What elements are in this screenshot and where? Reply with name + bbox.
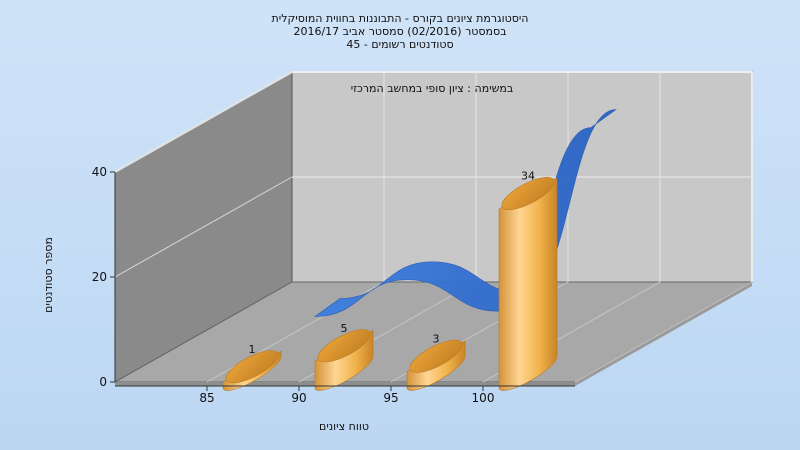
bar-top xyxy=(409,339,463,373)
bar-value-label: 5 xyxy=(341,322,348,335)
x-tick-label: 90 xyxy=(291,391,306,405)
chart-title-line-3: סטודנטים רשומים - 45 xyxy=(346,38,454,51)
x-tick-label: 100 xyxy=(472,391,495,405)
bar-85: 1 xyxy=(222,343,282,391)
x-axis-label: טווח ציונים xyxy=(319,420,369,433)
y-tick-label: 40 xyxy=(92,165,107,179)
bar-value-label: 1 xyxy=(249,343,256,356)
y-axis-label: מספר סטודנטים xyxy=(42,237,55,313)
gridline-floor xyxy=(574,281,753,383)
chart-subtitle: במשימה : ציון סופי במחשב המרכזי xyxy=(351,82,514,95)
bar-95: 3 xyxy=(406,332,466,391)
bar-90: 5 xyxy=(314,322,374,391)
chart-title-line-1: היסטוגרמת ציונים בקורס - התבוננות בחווית… xyxy=(271,12,529,25)
chart-floor-edge-right xyxy=(575,282,752,386)
bar-top xyxy=(317,329,371,363)
x-tick-label: 95 xyxy=(383,391,398,405)
bar-value-label: 34 xyxy=(521,170,535,183)
bar-top xyxy=(501,176,555,211)
y-tick-label: 0 xyxy=(99,375,107,389)
bar-body xyxy=(498,177,558,391)
y-tick-label: 20 xyxy=(92,270,107,284)
gridline-left-wall xyxy=(114,71,293,173)
bar-value-label: 3 xyxy=(433,332,440,345)
x-tick-label: 85 xyxy=(199,391,214,405)
chart-title-line-2: בסמסטר (02/2016) סמסטר אביב 2016/17 xyxy=(293,25,507,38)
bar-top xyxy=(225,350,279,384)
bar-100: 34 xyxy=(498,170,558,391)
gridline-left-wall xyxy=(114,176,293,278)
